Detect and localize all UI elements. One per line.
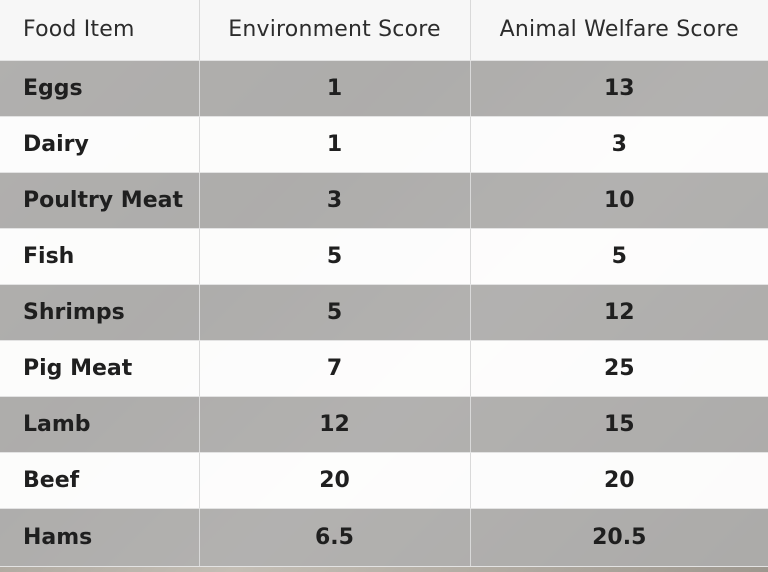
animal-welfare-score-cell: 15 <box>470 396 768 453</box>
food-item-cell: Shrimps <box>0 284 200 341</box>
animal-welfare-score-cell: 20 <box>470 452 768 509</box>
environment-score-cell: 1 <box>199 60 471 117</box>
table-row: Beef 20 20 <box>0 452 768 509</box>
environment-score-cell: 5 <box>199 284 471 341</box>
header-row: Food Item Environment Score Animal Welfa… <box>0 0 768 61</box>
food-item-cell: Beef <box>0 452 200 509</box>
environment-score-cell: 3 <box>199 172 471 229</box>
table-row: Lamb 12 15 <box>0 396 768 453</box>
table-header: Food Item Environment Score Animal Welfa… <box>0 0 768 61</box>
table-row: Pig Meat 7 25 <box>0 340 768 397</box>
table-row: Hams 6.5 20.5 <box>0 508 768 567</box>
column-header-animal-welfare-score: Animal Welfare Score <box>470 0 768 61</box>
table-row: Shrimps 5 12 <box>0 284 768 341</box>
column-header-food-item: Food Item <box>0 0 200 61</box>
animal-welfare-score-cell: 13 <box>470 60 768 117</box>
environment-score-cell: 12 <box>199 396 471 453</box>
food-item-cell: Pig Meat <box>0 340 200 397</box>
column-header-environment-score: Environment Score <box>199 0 471 61</box>
table-body: Eggs 1 13 Dairy 1 3 Poultry Meat 3 10 Fi… <box>0 60 768 567</box>
animal-welfare-score-cell: 5 <box>470 228 768 285</box>
food-item-cell: Eggs <box>0 60 200 117</box>
animal-welfare-score-cell: 12 <box>470 284 768 341</box>
environment-score-cell: 20 <box>199 452 471 509</box>
food-item-cell: Fish <box>0 228 200 285</box>
environment-score-cell: 6.5 <box>199 508 471 567</box>
environment-score-cell: 1 <box>199 116 471 173</box>
environment-score-cell: 7 <box>199 340 471 397</box>
animal-welfare-score-cell: 10 <box>470 172 768 229</box>
environment-score-cell: 5 <box>199 228 471 285</box>
food-item-cell: Lamb <box>0 396 200 453</box>
animal-welfare-score-cell: 25 <box>470 340 768 397</box>
food-item-cell: Hams <box>0 508 200 567</box>
food-item-cell: Poultry Meat <box>0 172 200 229</box>
animal-welfare-score-cell: 20.5 <box>470 508 768 567</box>
table-row: Dairy 1 3 <box>0 116 768 173</box>
table-row: Poultry Meat 3 10 <box>0 172 768 229</box>
food-item-cell: Dairy <box>0 116 200 173</box>
table-row: Fish 5 5 <box>0 228 768 285</box>
animal-welfare-score-cell: 3 <box>470 116 768 173</box>
table-row: Eggs 1 13 <box>0 60 768 117</box>
